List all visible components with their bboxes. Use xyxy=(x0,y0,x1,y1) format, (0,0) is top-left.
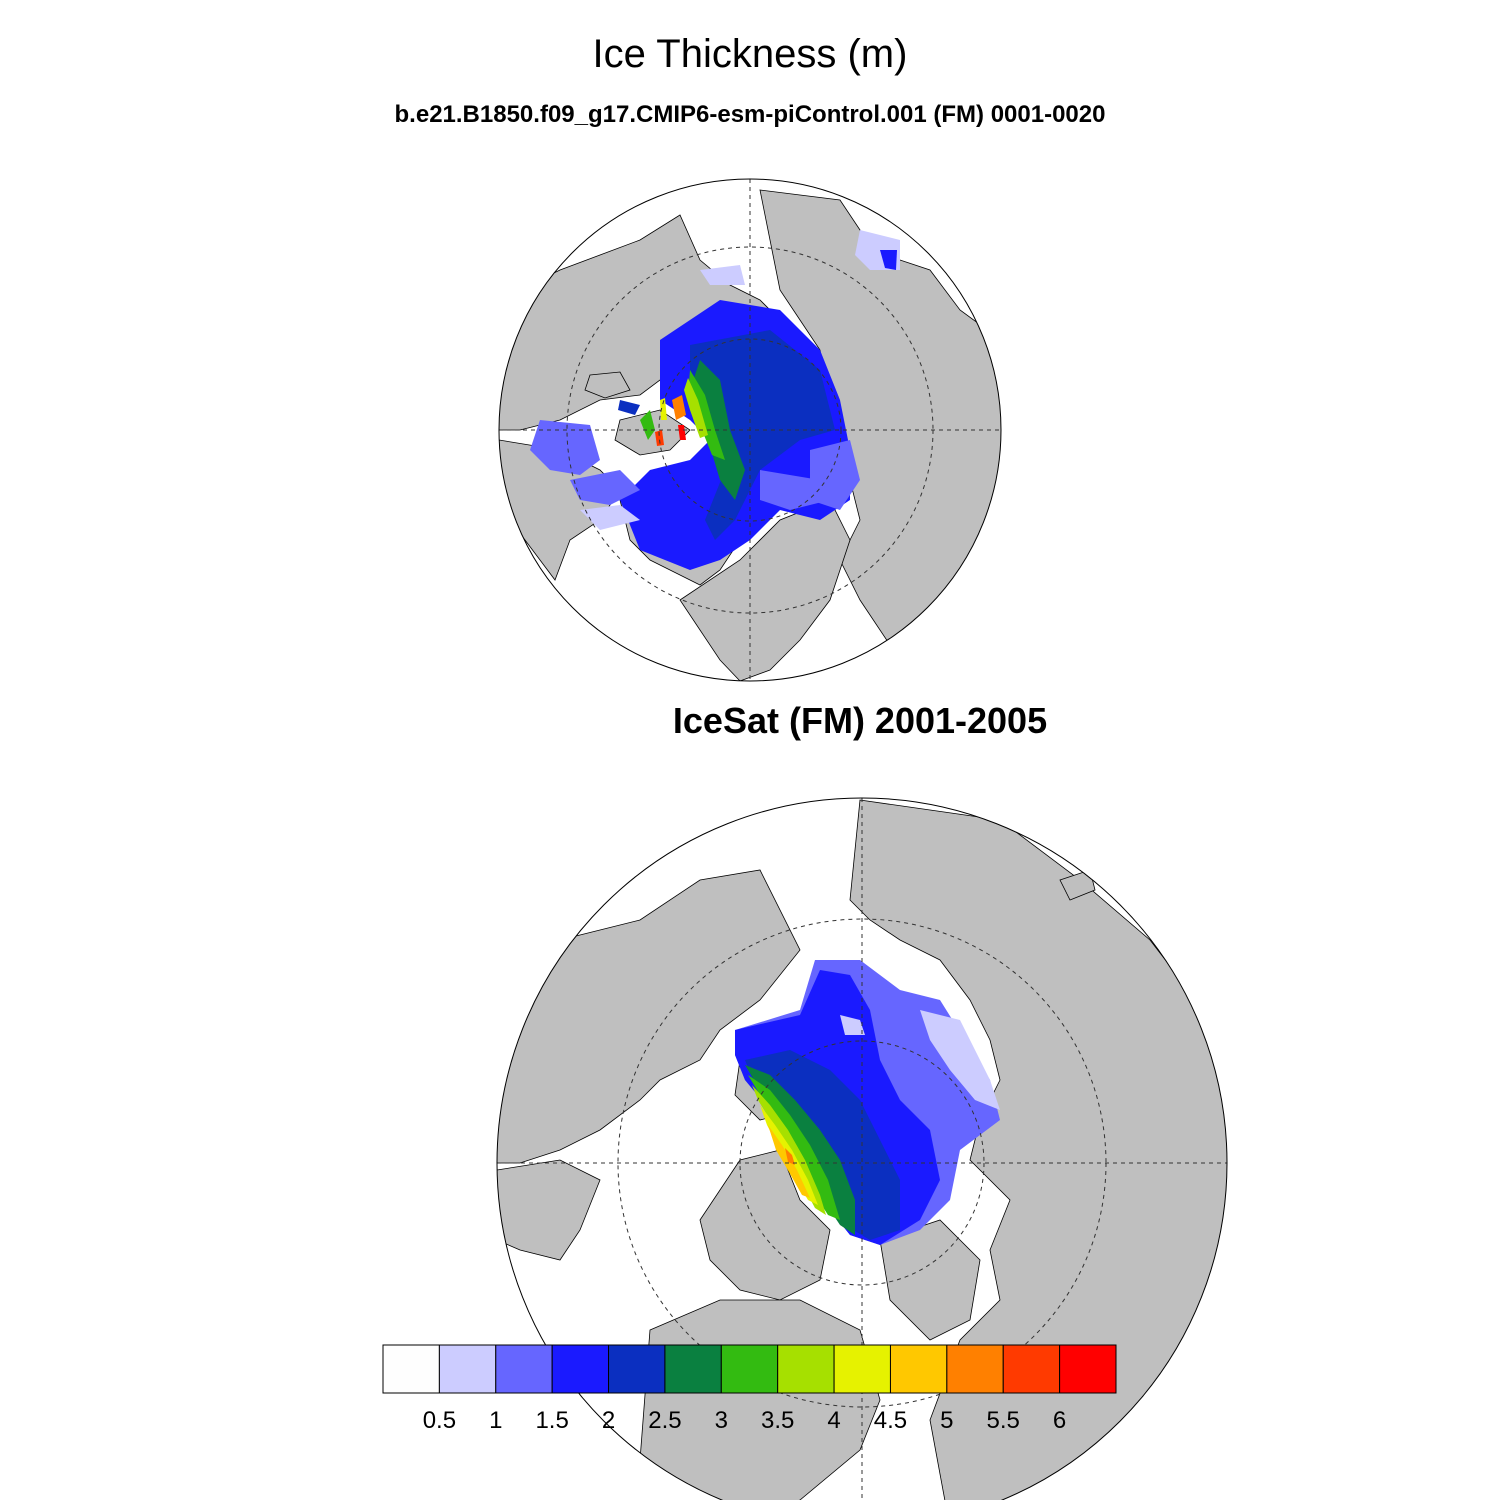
icesat-ice-field xyxy=(735,960,1000,1245)
colorbar: 0.5 1 1.5 2 2.5 3 3.5 4 4.5 5 5.5 6 xyxy=(382,1344,1117,1434)
icesat-panel-title: IceSat (FM) 2001-2005 xyxy=(672,700,1048,741)
model-map-land xyxy=(499,189,1001,681)
icesat-map-border xyxy=(496,797,1228,1500)
colorbar-tick-label: 5.5 xyxy=(987,1407,1020,1434)
icesat-map-panel xyxy=(496,797,1228,1500)
colorbar-swatch xyxy=(608,1344,666,1394)
figure-subtitle: b.e21.B1850.f09_g17.CMIP6-esm-piControl.… xyxy=(394,101,1106,128)
icesat-graticule xyxy=(497,798,1227,1500)
colorbar-swatch xyxy=(946,1344,1004,1394)
model-graticule xyxy=(499,179,1001,681)
model-ice-field xyxy=(530,230,900,570)
colorbar-swatch xyxy=(1059,1344,1117,1394)
colorbar-tick-label: 4.5 xyxy=(874,1407,907,1434)
colorbar-tick-label: 3.5 xyxy=(761,1407,794,1434)
model-map-border xyxy=(498,178,1002,682)
colorbar-swatch xyxy=(664,1344,722,1394)
colorbar-tick-label: 2.5 xyxy=(648,1407,681,1434)
colorbar-tick-label: 4 xyxy=(827,1407,840,1434)
colorbar-swatch xyxy=(438,1344,497,1394)
colorbar-tick-label: 0.5 xyxy=(423,1407,456,1434)
colorbar-tick-label: 1.5 xyxy=(535,1407,568,1434)
colorbar-swatch xyxy=(889,1344,948,1394)
colorbar-swatch xyxy=(720,1344,779,1394)
colorbar-swatch xyxy=(382,1344,440,1394)
colorbar-swatch xyxy=(777,1344,835,1394)
colorbar-tick-label: 3 xyxy=(715,1407,728,1434)
colorbar-swatch xyxy=(495,1344,553,1394)
colorbar-swatch xyxy=(833,1344,891,1394)
colorbar-swatch xyxy=(1002,1344,1061,1394)
model-map-panel xyxy=(498,178,1002,682)
colorbar-tick-label: 6 xyxy=(1053,1407,1066,1434)
colorbar-tick-label: 5 xyxy=(940,1407,953,1434)
figure-title: Ice Thickness (m) xyxy=(592,32,908,76)
colorbar-tick-label: 1 xyxy=(489,1407,502,1434)
colorbar-swatch xyxy=(551,1344,610,1394)
colorbar-tick-label: 2 xyxy=(602,1407,615,1434)
